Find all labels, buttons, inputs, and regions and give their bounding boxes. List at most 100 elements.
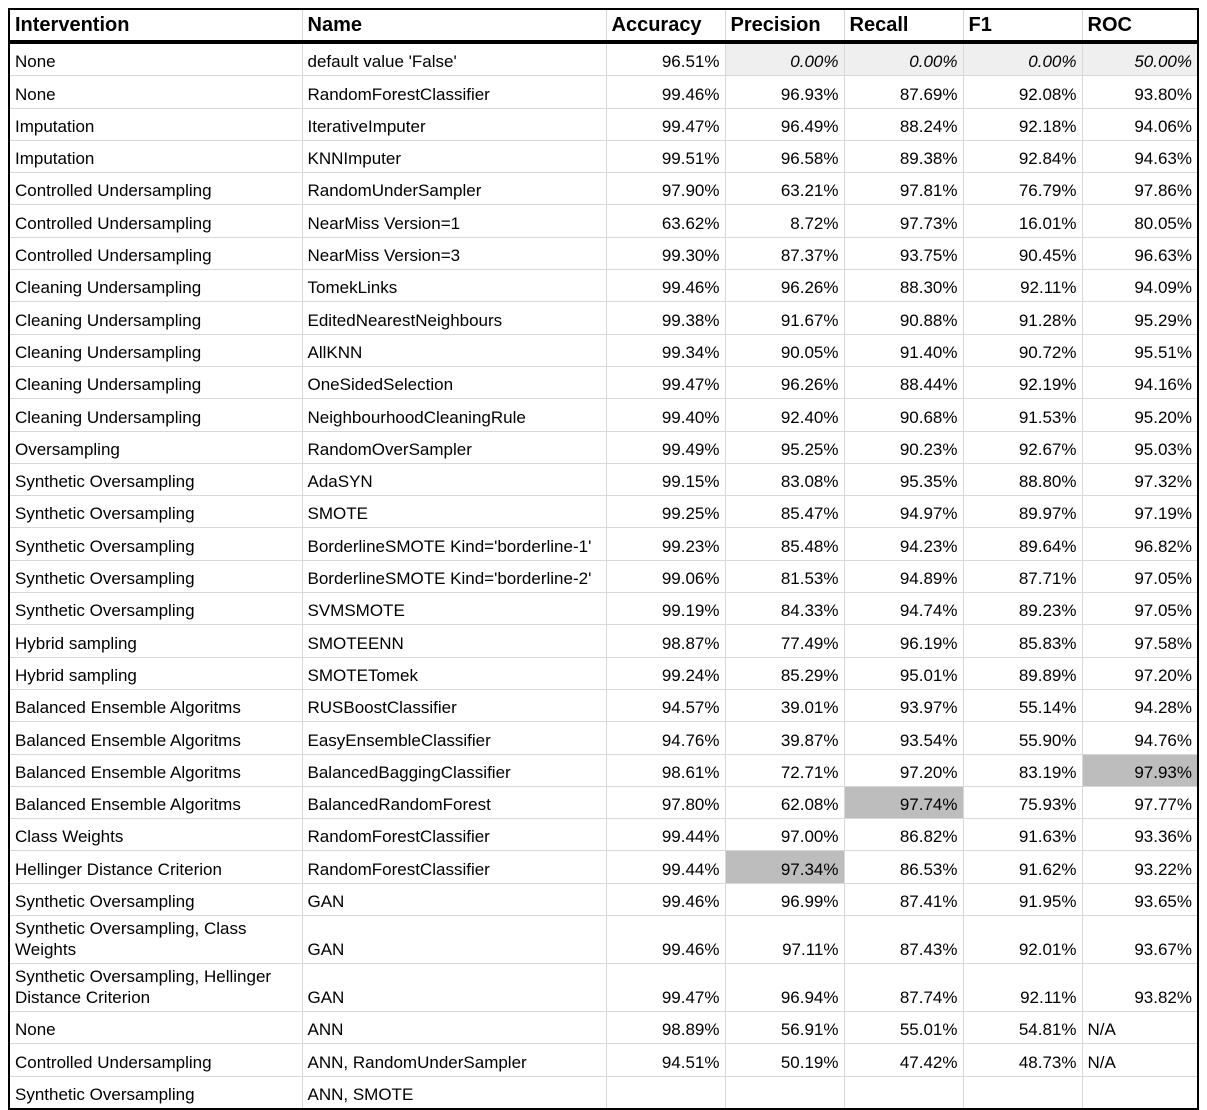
cell-roc[interactable]: 93.36% bbox=[1082, 818, 1197, 852]
cell-intervention[interactable]: Hybrid sampling bbox=[10, 657, 303, 690]
cell-accuracy[interactable]: 99.47% bbox=[606, 963, 726, 1013]
cell-roc[interactable]: 50.00% bbox=[1082, 42, 1197, 77]
cell-accuracy[interactable]: 99.44% bbox=[606, 818, 726, 852]
cell-recall[interactable]: 97.20% bbox=[844, 754, 964, 787]
cell-intervention[interactable]: Cleaning Undersampling bbox=[10, 269, 303, 303]
cell-accuracy[interactable]: 94.57% bbox=[606, 689, 726, 723]
cell-recall[interactable]: 93.97% bbox=[844, 689, 964, 723]
cell-recall[interactable]: 55.01% bbox=[844, 1011, 964, 1045]
cell-accuracy[interactable]: 99.44% bbox=[606, 850, 726, 884]
cell-accuracy[interactable] bbox=[606, 1076, 726, 1108]
cell-precision[interactable]: 92.40% bbox=[725, 398, 845, 432]
cell-f1[interactable]: 91.28% bbox=[963, 301, 1083, 335]
cell-roc[interactable]: 93.67% bbox=[1082, 915, 1197, 965]
cell-intervention[interactable]: Controlled Undersampling bbox=[10, 172, 303, 206]
cell-f1[interactable]: 54.81% bbox=[963, 1011, 1083, 1045]
cell-accuracy[interactable]: 99.46% bbox=[606, 269, 726, 303]
cell-precision[interactable]: 56.91% bbox=[725, 1011, 845, 1045]
cell-precision[interactable]: 81.53% bbox=[725, 560, 845, 594]
header-recall[interactable]: Recall bbox=[844, 10, 964, 44]
cell-name[interactable]: GAN bbox=[302, 963, 607, 1013]
cell-accuracy[interactable]: 99.30% bbox=[606, 237, 726, 271]
cell-recall[interactable]: 97.73% bbox=[844, 204, 964, 238]
cell-name[interactable]: OneSidedSelection bbox=[302, 366, 607, 400]
cell-accuracy[interactable]: 99.49% bbox=[606, 431, 726, 464]
cell-f1[interactable]: 92.19% bbox=[963, 366, 1083, 400]
cell-f1[interactable]: 55.14% bbox=[963, 689, 1083, 723]
cell-accuracy[interactable]: 97.80% bbox=[606, 786, 726, 820]
cell-roc[interactable]: N/A bbox=[1082, 1043, 1197, 1077]
cell-roc[interactable]: 93.80% bbox=[1082, 75, 1197, 109]
cell-intervention[interactable]: Controlled Undersampling bbox=[10, 1043, 303, 1077]
cell-precision[interactable]: 97.34% bbox=[725, 850, 845, 884]
cell-intervention[interactable]: Cleaning Undersampling bbox=[10, 366, 303, 400]
cell-accuracy[interactable]: 98.87% bbox=[606, 624, 726, 658]
cell-name[interactable]: SVMSMOTE bbox=[302, 592, 607, 626]
cell-recall[interactable]: 90.88% bbox=[844, 301, 964, 335]
cell-intervention[interactable]: Synthetic Oversampling bbox=[10, 463, 303, 497]
cell-accuracy[interactable]: 63.62% bbox=[606, 204, 726, 238]
cell-roc[interactable]: 94.76% bbox=[1082, 721, 1197, 755]
cell-precision[interactable]: 50.19% bbox=[725, 1043, 845, 1077]
cell-name[interactable]: AdaSYN bbox=[302, 463, 607, 497]
cell-name[interactable]: SMOTE bbox=[302, 495, 607, 529]
cell-f1[interactable]: 91.95% bbox=[963, 883, 1083, 917]
cell-precision[interactable]: 39.87% bbox=[725, 721, 845, 755]
cell-precision[interactable]: 96.26% bbox=[725, 269, 845, 303]
cell-recall[interactable]: 88.30% bbox=[844, 269, 964, 303]
cell-roc[interactable]: 97.05% bbox=[1082, 560, 1197, 594]
cell-name[interactable]: BorderlineSMOTE Kind='borderline-1' bbox=[302, 527, 607, 561]
cell-f1[interactable]: 92.08% bbox=[963, 75, 1083, 109]
cell-intervention[interactable]: None bbox=[10, 42, 303, 77]
cell-name[interactable]: ANN, SMOTE bbox=[302, 1076, 607, 1108]
cell-recall[interactable] bbox=[844, 1076, 964, 1108]
cell-recall[interactable]: 87.74% bbox=[844, 963, 964, 1013]
cell-f1[interactable]: 92.01% bbox=[963, 915, 1083, 965]
cell-precision[interactable]: 96.93% bbox=[725, 75, 845, 109]
cell-accuracy[interactable]: 99.46% bbox=[606, 883, 726, 917]
cell-precision[interactable]: 8.72% bbox=[725, 204, 845, 238]
cell-name[interactable]: ANN, RandomUnderSampler bbox=[302, 1043, 607, 1077]
cell-precision[interactable]: 85.48% bbox=[725, 527, 845, 561]
cell-f1[interactable]: 76.79% bbox=[963, 172, 1083, 206]
cell-recall[interactable]: 91.40% bbox=[844, 334, 964, 367]
cell-precision[interactable]: 91.67% bbox=[725, 301, 845, 335]
cell-name[interactable]: RandomForestClassifier bbox=[302, 850, 607, 884]
cell-name[interactable]: RandomForestClassifier bbox=[302, 75, 607, 109]
cell-intervention[interactable]: Balanced Ensemble Algoritms bbox=[10, 721, 303, 755]
cell-accuracy[interactable]: 98.61% bbox=[606, 754, 726, 787]
cell-recall[interactable]: 97.81% bbox=[844, 172, 964, 206]
cell-precision[interactable]: 63.21% bbox=[725, 172, 845, 206]
cell-roc[interactable]: 97.19% bbox=[1082, 495, 1197, 529]
cell-roc[interactable]: 95.20% bbox=[1082, 398, 1197, 432]
cell-accuracy[interactable]: 99.46% bbox=[606, 915, 726, 965]
cell-intervention[interactable]: Cleaning Undersampling bbox=[10, 334, 303, 367]
cell-roc[interactable]: 95.03% bbox=[1082, 431, 1197, 464]
cell-accuracy[interactable]: 96.51% bbox=[606, 42, 726, 77]
cell-recall[interactable]: 88.24% bbox=[844, 108, 964, 141]
cell-recall[interactable]: 86.53% bbox=[844, 850, 964, 884]
cell-intervention[interactable]: Synthetic Oversampling bbox=[10, 560, 303, 594]
cell-intervention[interactable]: Balanced Ensemble Algoritms bbox=[10, 689, 303, 723]
cell-name[interactable]: AllKNN bbox=[302, 334, 607, 367]
cell-roc[interactable]: 97.05% bbox=[1082, 592, 1197, 626]
cell-recall[interactable]: 97.74% bbox=[844, 786, 964, 820]
cell-intervention[interactable]: Imputation bbox=[10, 108, 303, 141]
cell-recall[interactable]: 94.23% bbox=[844, 527, 964, 561]
cell-recall[interactable]: 96.19% bbox=[844, 624, 964, 658]
cell-roc[interactable]: 80.05% bbox=[1082, 204, 1197, 238]
cell-intervention[interactable]: Synthetic Oversampling, Class Weights bbox=[10, 915, 303, 965]
cell-f1[interactable]: 55.90% bbox=[963, 721, 1083, 755]
cell-f1[interactable]: 91.53% bbox=[963, 398, 1083, 432]
cell-precision[interactable]: 85.29% bbox=[725, 657, 845, 690]
cell-precision[interactable]: 84.33% bbox=[725, 592, 845, 626]
cell-accuracy[interactable]: 99.06% bbox=[606, 560, 726, 594]
cell-roc[interactable]: 94.09% bbox=[1082, 269, 1197, 303]
cell-accuracy[interactable]: 99.51% bbox=[606, 140, 726, 174]
cell-precision[interactable] bbox=[725, 1076, 845, 1108]
cell-f1[interactable]: 89.97% bbox=[963, 495, 1083, 529]
cell-roc[interactable]: 97.20% bbox=[1082, 657, 1197, 690]
cell-name[interactable]: EditedNearestNeighbours bbox=[302, 301, 607, 335]
cell-f1[interactable]: 89.23% bbox=[963, 592, 1083, 626]
cell-accuracy[interactable]: 99.34% bbox=[606, 334, 726, 367]
